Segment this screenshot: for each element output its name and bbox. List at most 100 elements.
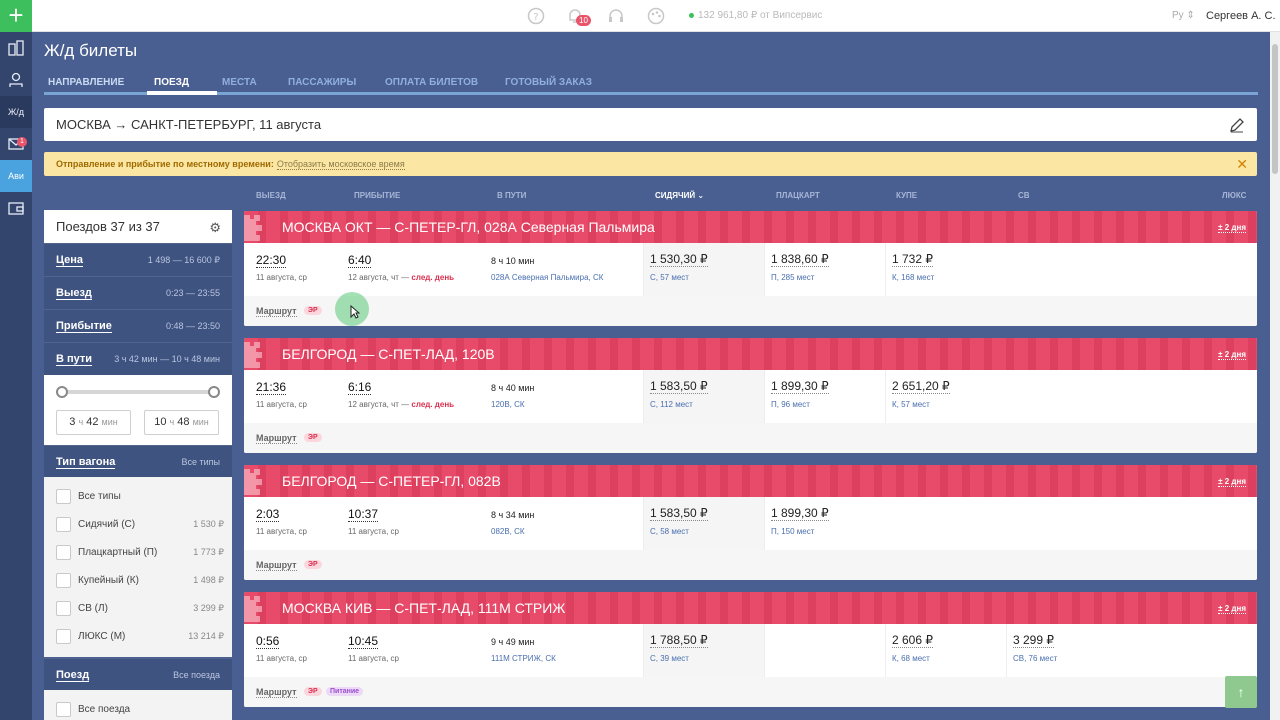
close-icon[interactable]: ✕ [1236, 156, 1248, 172]
sitting-price-cell[interactable]: 1 583,50 ₽ С, 58 мест [643, 497, 764, 550]
rail-avia[interactable]: Ави [0, 160, 32, 192]
col-depart[interactable]: ВЫЕЗД [256, 191, 286, 200]
travel-time-slider[interactable] [56, 386, 220, 398]
col-arrive[interactable]: ПРИБЫТИЕ [354, 191, 401, 200]
seats: С, 112 мест [650, 400, 693, 409]
checkbox[interactable] [56, 573, 71, 588]
train-card[interactable]: БЕЛГОРОД — С-ПЕТЕР-ГЛ, 082В ± 2 дня 2:03… [244, 465, 1257, 580]
duration-min-input[interactable]: 3 ч 42 мин [56, 410, 131, 435]
language-select[interactable]: Ру ⇕ [1172, 10, 1195, 21]
col-platzkart[interactable]: ПЛАЦКАРТ [776, 191, 820, 200]
filter-price[interactable]: Цена 1 498 — 16 600 ₽ [44, 243, 232, 276]
tab-passengers[interactable]: ПАССАЖИРЫ [288, 77, 357, 88]
sitting-price-cell[interactable]: 1 788,50 ₽ С, 39 мест [643, 624, 764, 677]
route-text: МОСКВА → САНКТ-ПЕТЕРБУРГ, 11 августа [56, 117, 322, 132]
route-link[interactable]: Маршрут [256, 687, 297, 698]
cursor-icon [350, 305, 360, 319]
user-name[interactable]: Сергеев А. С. [1206, 10, 1276, 22]
scrollbar-thumb[interactable] [1272, 44, 1278, 174]
train-number[interactable]: 028А Северная Пальмира, СК [491, 273, 604, 282]
route-bar[interactable]: МОСКВА → САНКТ-ПЕТЕРБУРГ, 11 августа [44, 108, 1257, 141]
kupe-price-cell[interactable]: 2 651,20 ₽ К, 57 мест [885, 370, 1006, 423]
checkbox[interactable] [56, 489, 71, 504]
filter-arrive[interactable]: Прибытие 0:48 — 23:50 [44, 309, 232, 342]
moscow-time-link[interactable]: Отобразить московское время [276, 159, 405, 170]
palette-icon[interactable] [647, 7, 665, 25]
wagon-type-option[interactable]: СВ (Л) 3 299 ₽ [56, 601, 224, 617]
headset-icon[interactable] [607, 7, 625, 25]
wagon-type-option[interactable]: Сидячий (С) 1 530 ₽ [56, 517, 224, 533]
sv-price-cell[interactable]: 3 299 ₽ СВ, 76 мест [1006, 624, 1127, 677]
col-travel[interactable]: В ПУТИ [497, 191, 527, 200]
kupe-price-cell[interactable]: 2 606 ₽ К, 68 мест [885, 624, 1006, 677]
tab-train[interactable]: ПОЕЗД [154, 77, 190, 88]
train-card-header: БЕЛГОРОД — С-ПЕТЕР-ГЛ, 082В ± 2 дня [244, 465, 1257, 497]
wagon-type-option[interactable]: Все типы [56, 489, 224, 505]
trains-count-box: Поездов 37 из 37 ⚙ [44, 210, 232, 243]
route-link[interactable]: Маршрут [256, 560, 297, 571]
col-sitting[interactable]: СИДЯЧИЙ ⌄ [655, 191, 705, 200]
tab-seats[interactable]: МЕСТА [222, 77, 257, 88]
days-range[interactable]: ± 2 дня [1218, 350, 1246, 360]
checkbox[interactable] [56, 545, 71, 560]
platz-price-cell[interactable]: 1 899,30 ₽ П, 96 мест [764, 370, 885, 423]
col-lux[interactable]: ЛЮКС [1222, 191, 1247, 200]
filter-label: Цена [56, 254, 84, 267]
mail-icon[interactable]: 1 [0, 128, 32, 160]
tab-direction[interactable]: НАПРАВЛЕНИЕ [48, 77, 125, 88]
train-option[interactable]: Все поезда [56, 702, 224, 718]
sitting-price-cell[interactable]: 1 530,30 ₽ С, 57 мест [643, 243, 764, 296]
help-icon[interactable]: ? [527, 7, 545, 25]
filter-wagon-type[interactable]: Тип вагона Все типы [44, 445, 232, 478]
gear-icon[interactable]: ⚙ [209, 220, 221, 235]
slider-max-handle[interactable] [208, 386, 220, 398]
days-range[interactable]: ± 2 дня [1218, 604, 1246, 614]
platz-price-cell[interactable]: 1 899,30 ₽ П, 150 мест [764, 497, 885, 550]
platz-price-cell[interactable]: 1 838,60 ₽ П, 285 мест [764, 243, 885, 296]
train-number[interactable]: 120В, СК [491, 400, 525, 409]
checkbox[interactable] [56, 629, 71, 644]
next-day-label: след. день [411, 400, 455, 409]
wagon-type-option[interactable]: Купейный (К) 1 498 ₽ [56, 573, 224, 589]
wagon-type-option[interactable]: ЛЮКС (М) 13 214 ₽ [56, 629, 224, 645]
duration-max-input[interactable]: 10 ч 48 мин [144, 410, 219, 435]
wallet-icon[interactable] [0, 192, 32, 224]
wagon-type-option[interactable]: Плацкартный (П) 1 773 ₽ [56, 545, 224, 561]
train-number[interactable]: 111М СТРИЖ, СК [491, 654, 556, 663]
checkbox[interactable] [56, 517, 71, 532]
checkbox[interactable] [56, 702, 71, 717]
train-card[interactable]: БЕЛГОРОД — С-ПЕТ-ЛАД, 120В ± 2 дня 21:36… [244, 338, 1257, 453]
kupe-price-cell[interactable]: 1 732 ₽ К, 168 мест [885, 243, 1006, 296]
tab-ready-order[interactable]: ГОТОВЫЙ ЗАКАЗ [505, 77, 593, 88]
days-range[interactable]: ± 2 дня [1218, 223, 1246, 233]
price: 1 732 ₽ [892, 252, 933, 267]
filter-train[interactable]: Поезд Все поезда [44, 658, 232, 691]
scroll-top-button[interactable]: ↑ [1225, 676, 1257, 708]
route-link[interactable]: Маршрут [256, 306, 297, 317]
rail-railway[interactable]: Ж/д [0, 96, 32, 128]
checkbox[interactable] [56, 601, 71, 616]
sitting-price-cell[interactable]: 1 583,50 ₽ С, 112 мест [643, 370, 764, 423]
user-icon[interactable] [0, 64, 32, 96]
arrive-date: 12 августа, чт — след. день [348, 400, 454, 409]
filter-travel-time[interactable]: В пути 3 ч 42 мин — 10 ч 48 мин [44, 342, 232, 375]
train-card[interactable]: МОСКВА ОКТ — С-ПЕТЕР-ГЛ, 028А Северная П… [244, 211, 1257, 326]
edit-icon[interactable] [1229, 117, 1245, 133]
col-sv[interactable]: СВ [1018, 191, 1030, 200]
filter-label: В пути [56, 353, 93, 366]
train-number[interactable]: 082В, СК [491, 527, 525, 536]
add-icon[interactable]: + [0, 0, 32, 32]
dashboard-icon[interactable] [0, 32, 32, 64]
days-range[interactable]: ± 2 дня [1218, 477, 1246, 487]
route-link[interactable]: Маршрут [256, 433, 297, 444]
slider-min-handle[interactable] [56, 386, 68, 398]
filter-depart[interactable]: Выезд 0:23 — 23:55 [44, 276, 232, 309]
scrollbar[interactable] [1270, 32, 1280, 720]
seats: С, 58 мест [650, 527, 689, 536]
balance[interactable]: 132 961,80 ₽ от Випсервис [689, 10, 822, 21]
train-card[interactable]: МОСКВА КИВ — С-ПЕТ-ЛАД, 111М СТРИЖ ± 2 д… [244, 592, 1257, 707]
tab-payment[interactable]: ОПЛАТА БИЛЕТОВ [385, 77, 479, 88]
col-kupe[interactable]: КУПЕ [896, 191, 918, 200]
filter-value: 3 ч 42 мин — 10 ч 48 мин [114, 354, 220, 364]
language-label: Ру [1172, 10, 1184, 21]
